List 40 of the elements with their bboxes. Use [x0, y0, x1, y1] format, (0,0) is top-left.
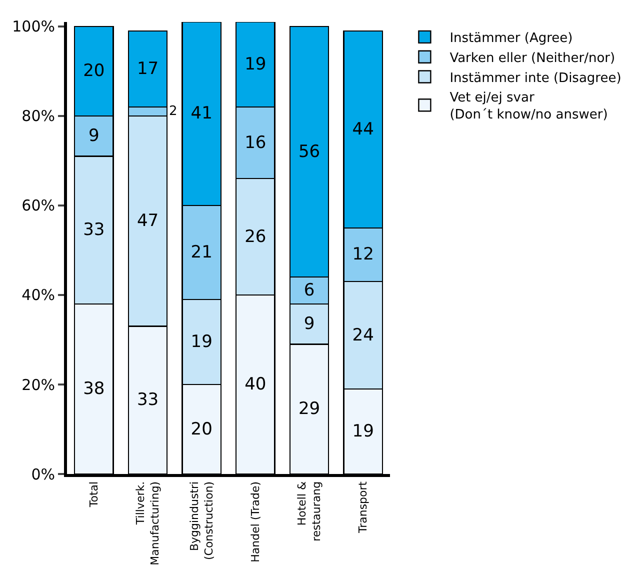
data-label: 41	[190, 104, 212, 124]
data-label: 2	[169, 104, 178, 119]
x-tick-label: Handel (Trade)	[248, 481, 262, 562]
y-tick-label: 100%	[12, 18, 55, 36]
x-tick-label: Total	[87, 481, 100, 508]
y-tick-label: 60%	[22, 196, 55, 215]
y-tick-label: 20%	[22, 376, 55, 394]
x-tick-label: Hotell & restaurang	[296, 480, 323, 542]
x-tick-label: Tillverk. Manufacturing)	[134, 481, 162, 566]
data-label: 20	[190, 419, 212, 440]
y-tick-label: 40%	[22, 286, 55, 304]
data-label: 29	[298, 399, 320, 420]
data-label: 38	[83, 378, 105, 399]
data-label: 19	[352, 421, 374, 442]
data-label: 20	[83, 61, 105, 82]
y-tick-label: 0%	[31, 465, 55, 484]
legend-label: Instämmer (Agree)	[450, 31, 573, 46]
data-label: 19	[190, 332, 212, 352]
legend-label: Varken eller (Neither/nor)	[450, 50, 616, 66]
data-label: 6	[304, 280, 315, 301]
data-label: 12	[352, 244, 374, 265]
legend-label: Vet ej/ej svar (Don´t know/no answer)	[450, 90, 608, 123]
legend-label: Instämmer inte (Disagree)	[450, 70, 622, 86]
data-label: 26	[244, 226, 266, 247]
data-label: 33	[136, 390, 159, 410]
data-label: 44	[352, 119, 374, 140]
y-tick-label: 80%	[22, 107, 55, 126]
data-label: 47	[136, 211, 159, 232]
data-label: 33	[83, 220, 105, 240]
data-label: 17	[136, 58, 159, 79]
data-label: 21	[190, 242, 212, 262]
data-label: 19	[244, 54, 266, 75]
data-label: 40	[244, 374, 266, 394]
data-label: 9	[88, 126, 100, 146]
x-tick-label: Byggindustri (Construction)	[188, 481, 216, 560]
x-tick-label: Transport	[356, 480, 370, 534]
data-label: 56	[298, 142, 320, 162]
data-label: 9	[304, 314, 315, 334]
data-label: 24	[352, 325, 374, 346]
data-label: 16	[244, 132, 266, 153]
